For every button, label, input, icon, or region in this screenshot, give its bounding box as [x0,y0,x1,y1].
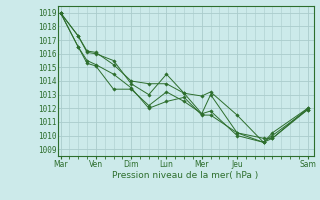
X-axis label: Pression niveau de la mer( hPa ): Pression niveau de la mer( hPa ) [112,171,259,180]
